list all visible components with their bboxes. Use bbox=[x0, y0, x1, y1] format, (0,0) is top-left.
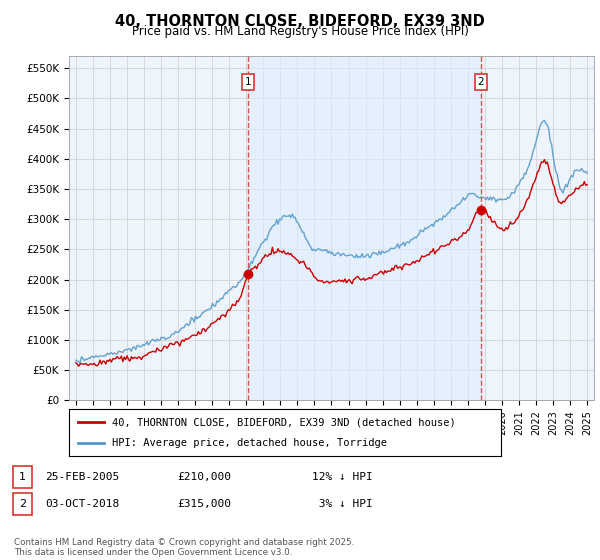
Text: £315,000: £315,000 bbox=[177, 499, 231, 509]
Text: 1: 1 bbox=[245, 77, 251, 87]
Text: 40, THORNTON CLOSE, BIDEFORD, EX39 3ND: 40, THORNTON CLOSE, BIDEFORD, EX39 3ND bbox=[115, 14, 485, 29]
Text: 25-FEB-2005: 25-FEB-2005 bbox=[45, 472, 119, 482]
Text: 2: 2 bbox=[19, 499, 26, 509]
Text: 40, THORNTON CLOSE, BIDEFORD, EX39 3ND (detached house): 40, THORNTON CLOSE, BIDEFORD, EX39 3ND (… bbox=[112, 417, 456, 427]
Text: HPI: Average price, detached house, Torridge: HPI: Average price, detached house, Torr… bbox=[112, 438, 387, 448]
Text: Price paid vs. HM Land Registry's House Price Index (HPI): Price paid vs. HM Land Registry's House … bbox=[131, 25, 469, 38]
Text: £210,000: £210,000 bbox=[177, 472, 231, 482]
Bar bbox=[248, 56, 481, 400]
Text: 3% ↓ HPI: 3% ↓ HPI bbox=[312, 499, 373, 509]
Text: 03-OCT-2018: 03-OCT-2018 bbox=[45, 499, 119, 509]
Text: Contains HM Land Registry data © Crown copyright and database right 2025.
This d: Contains HM Land Registry data © Crown c… bbox=[14, 538, 354, 557]
Text: 12% ↓ HPI: 12% ↓ HPI bbox=[312, 472, 373, 482]
Text: 1: 1 bbox=[19, 472, 26, 482]
Text: 2: 2 bbox=[478, 77, 484, 87]
